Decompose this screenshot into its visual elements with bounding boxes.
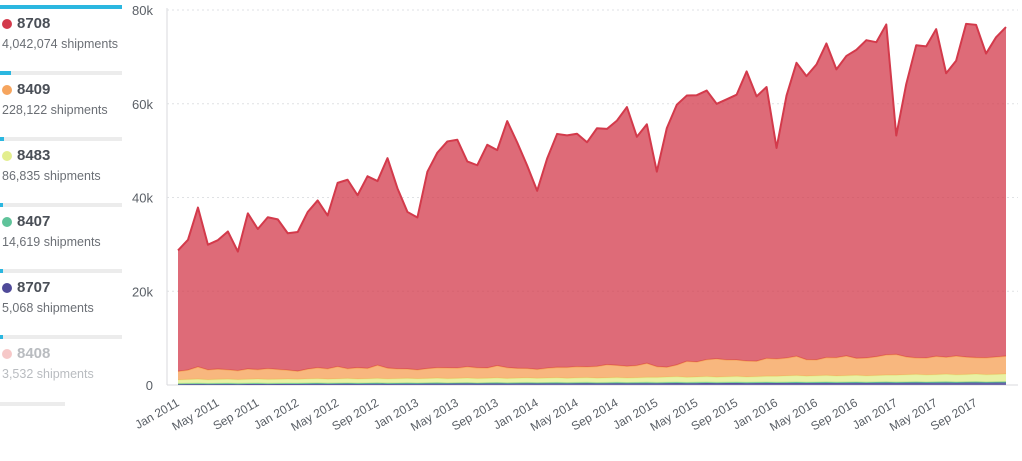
legend-share-bar (0, 5, 122, 9)
legend-shipments: 86,835 shipments (2, 169, 101, 183)
legend-code-text: 8407 (17, 213, 51, 230)
legend-share-fill (0, 269, 3, 273)
legend-swatch-icon (2, 84, 12, 95)
x-tick-label: Sep 2011 (211, 395, 262, 433)
area-8708 (178, 23, 1006, 372)
legend-code-text: 8708 (17, 15, 51, 32)
area-8483 (178, 373, 1006, 384)
legend-code: 8707 (2, 279, 50, 296)
legend-code-text: 8707 (17, 279, 51, 296)
legend-swatch-icon (2, 282, 12, 293)
legend-share-fill (0, 335, 3, 339)
legend-share-fill (0, 5, 122, 9)
legend-code-text: 8409 (17, 81, 51, 98)
legend-empty-bar (0, 402, 65, 406)
legend-share-bar (0, 269, 122, 273)
legend-code: 8408 (2, 345, 50, 362)
legend-share-fill (0, 203, 3, 207)
y-tick-label: 0 (146, 378, 153, 393)
y-tick-label: 60k (132, 97, 153, 112)
legend-swatch-icon (2, 150, 12, 161)
legend-shipments: 228,122 shipments (2, 103, 108, 117)
legend-share-bar (0, 137, 122, 141)
legend-swatch-icon (2, 348, 12, 359)
y-tick-label: 80k (132, 3, 153, 18)
legend-shipments: 14,619 shipments (2, 235, 101, 249)
legend-code-text: 8408 (17, 345, 51, 362)
legend-shipments: 3,532 shipments (2, 367, 94, 381)
legend-share-bar (0, 71, 122, 75)
legend-code: 8407 (2, 213, 50, 230)
legend-code: 8708 (2, 15, 50, 32)
legend-share-bar (0, 335, 122, 339)
y-tick-label: 20k (132, 284, 153, 299)
legend-swatch-icon (2, 216, 12, 227)
legend-code: 8483 (2, 147, 50, 164)
legend-code-text: 8483 (17, 147, 51, 164)
legend-code: 8409 (2, 81, 50, 98)
line-8708 (177, 22, 1007, 253)
legend-share-bar (0, 203, 122, 207)
legend-share-fill (0, 71, 11, 75)
y-tick-label: 40k (132, 191, 153, 206)
legend-shipments: 5,068 shipments (2, 301, 94, 315)
legend-shipments: 4,042,074 shipments (2, 37, 119, 51)
legend-swatch-icon (2, 18, 12, 29)
legend-share-fill (0, 137, 4, 141)
